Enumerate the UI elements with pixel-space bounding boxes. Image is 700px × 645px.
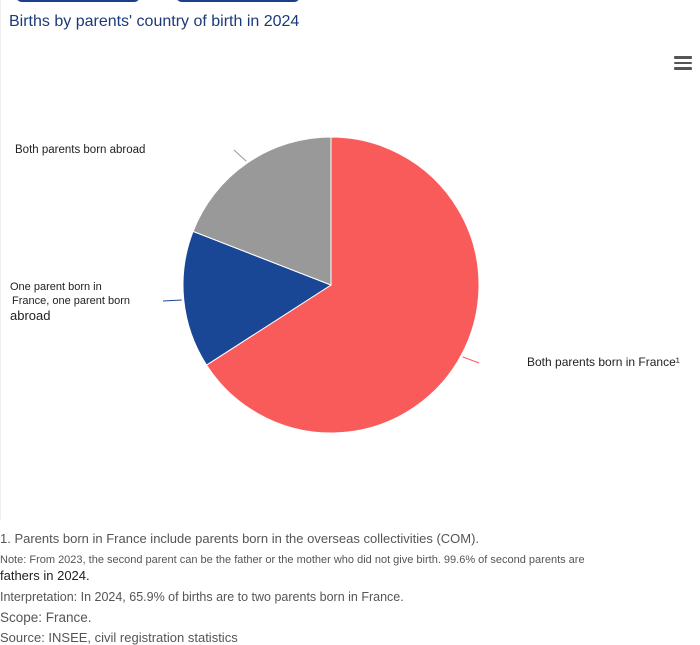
label-both-france: Both parents born in France¹ (527, 355, 680, 369)
label-mixed-line2: France, one parent born (12, 295, 130, 307)
interpretation: Interpretation: In 2024, 65.9% of births… (0, 590, 404, 604)
pie-slice-mixed[interactable] (182, 230, 333, 366)
note-line-2: fathers in 2024. (0, 568, 90, 583)
tab-pill-right[interactable] (176, 0, 300, 2)
pie-slice-both-france[interactable] (205, 136, 480, 434)
pie-slice-both-abroad[interactable] (192, 136, 332, 286)
label-mixed-line1: One parent born in (10, 281, 102, 293)
source: Source: INSEE, civil registration statis… (0, 630, 238, 645)
connector-both-abroad (233, 149, 247, 162)
note-line-1: Note: From 2023, the second parent can b… (0, 554, 585, 566)
chart-title: Births by parents' country of birth in 2… (9, 13, 300, 30)
label-mixed-line3: abroad (10, 308, 50, 323)
connector-mixed (162, 299, 182, 302)
top-strip (0, 0, 700, 4)
connector-both-france (462, 356, 480, 364)
label-both-abroad: Both parents born abroad (15, 144, 145, 156)
footnote-1: 1. Parents born in France include parent… (0, 531, 480, 546)
pie-chart: Both parents born in France¹ Both parent… (10, 136, 680, 434)
left-border (0, 0, 1, 520)
scope: Scope: France. (0, 610, 92, 625)
tab-pill-left[interactable] (16, 0, 140, 2)
chart-menu-icon[interactable] (674, 56, 692, 72)
